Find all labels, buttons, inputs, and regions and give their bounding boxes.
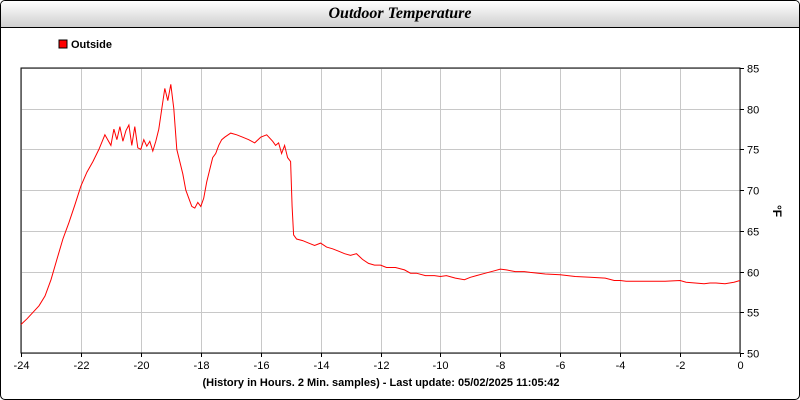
x-tick-label: -12 (374, 360, 390, 372)
x-tick-label: -22 (74, 360, 90, 372)
y-tick-label: 85 (747, 64, 759, 76)
legend-swatch-outside (58, 39, 68, 49)
y-tick-label: 65 (747, 227, 759, 239)
x-tick-label: -14 (314, 360, 330, 372)
x-tick-label: -10 (433, 360, 449, 372)
x-tick-label: -2 (676, 360, 686, 372)
x-tick-label: -18 (194, 360, 210, 372)
series-line-outside (20, 84, 741, 325)
y-tick-label: 70 (747, 186, 759, 198)
x-axis-label: (History in Hours. 2 Min. samples) - Las… (202, 377, 559, 389)
x-tick-label: -16 (254, 360, 270, 372)
legend: Outside (58, 39, 112, 51)
y-tick-label: 75 (747, 145, 759, 157)
chart-title: Outdoor Temperature (328, 5, 472, 22)
x-tick-label: -24 (14, 360, 30, 372)
x-axis: -24 -22 -20 -18 -16 -14 -12 -10 -8 -6 -4 -2 0 (14, 353, 744, 372)
y-tick-label: 55 (747, 308, 759, 320)
x-tick-label: -20 (134, 360, 150, 372)
x-tick-label: -6 (556, 360, 566, 372)
y-axis: 50 55 60 65 70 75 80 85 (740, 64, 759, 361)
legend-label-outside: Outside (71, 39, 112, 51)
plot-area (20, 67, 741, 354)
x-tick-label: 0 (737, 360, 743, 372)
y-tick-label: 50 (747, 349, 759, 361)
x-tick-label: -4 (616, 360, 626, 372)
x-tick-label: -8 (496, 360, 506, 372)
title-bar: Outdoor Temperature (1, 1, 799, 28)
y-tick-label: 80 (747, 105, 759, 117)
y-axis-label: °F (770, 205, 784, 217)
y-tick-label: 60 (747, 268, 759, 280)
grid (21, 68, 741, 354)
